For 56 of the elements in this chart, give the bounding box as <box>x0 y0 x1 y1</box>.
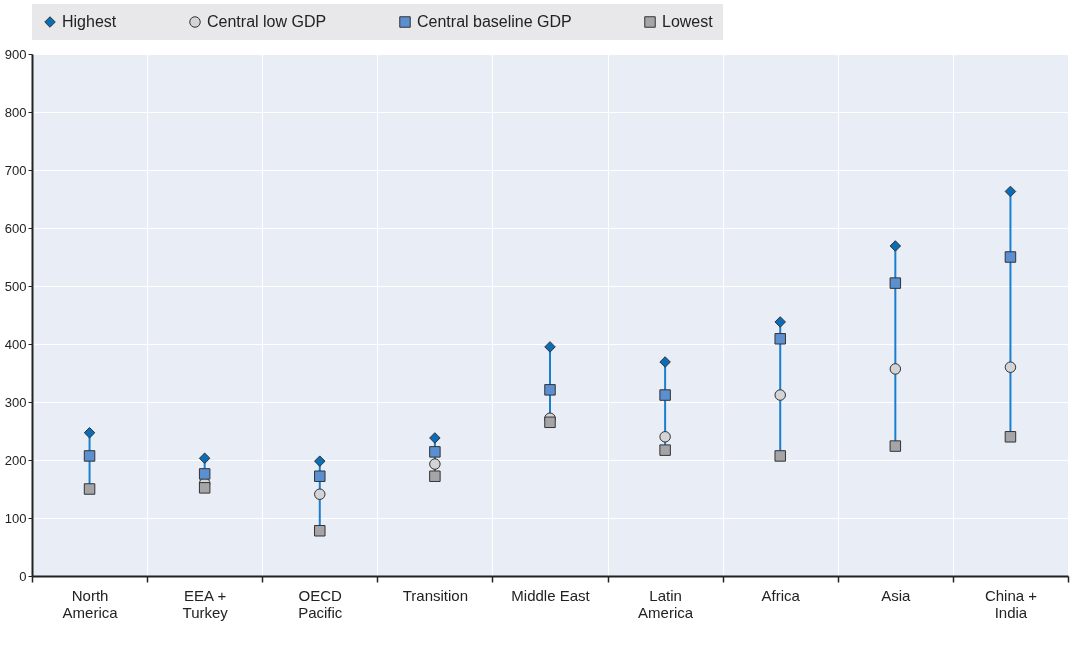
point <box>659 444 671 456</box>
x-tick-label: OECD Pacific <box>298 586 343 621</box>
x-tick-label: Latin America <box>638 586 694 621</box>
point <box>889 240 902 252</box>
y-tick-label: 400 <box>4 336 27 352</box>
point <box>429 470 441 482</box>
point <box>889 277 902 289</box>
point <box>659 389 671 401</box>
point <box>314 525 326 537</box>
point <box>83 427 96 439</box>
point <box>1004 361 1017 373</box>
x-tick-label: Africa <box>761 586 801 604</box>
point <box>83 450 96 462</box>
point <box>1004 251 1017 263</box>
point <box>198 452 211 464</box>
point <box>659 356 671 368</box>
point <box>198 482 211 494</box>
point <box>889 440 902 452</box>
point <box>659 431 671 443</box>
point <box>314 488 326 500</box>
y-tick-label: 500 <box>4 278 27 294</box>
x-tick-label: China + India <box>984 586 1038 621</box>
point <box>314 470 326 482</box>
point <box>429 432 441 444</box>
x-tick-label: EEA + Turkey <box>182 586 229 621</box>
point <box>1004 185 1017 198</box>
point <box>314 455 326 467</box>
legend-label: Lowest <box>662 13 714 30</box>
point <box>544 384 556 396</box>
point <box>429 458 441 470</box>
point <box>83 483 96 495</box>
y-tick-label: 100 <box>4 510 27 526</box>
x-tick-label: North America <box>62 586 119 621</box>
point <box>544 416 556 429</box>
x-tick-label: Asia <box>881 586 912 604</box>
x-tick-label: Middle East <box>511 586 591 604</box>
point <box>198 468 211 480</box>
point <box>774 389 786 401</box>
y-tick-label: 200 <box>4 452 27 468</box>
point <box>544 341 556 353</box>
x-tick-label: Transition <box>402 586 469 604</box>
y-tick-label: 300 <box>4 394 27 410</box>
point <box>774 333 786 345</box>
point <box>429 446 441 458</box>
point <box>774 316 786 328</box>
y-tick-label: 0 <box>19 568 27 584</box>
point <box>889 363 902 375</box>
y-tick-label: 700 <box>4 162 27 178</box>
point <box>1004 431 1017 443</box>
y-tick-label: 600 <box>4 220 27 236</box>
legend-label: Highest <box>62 13 117 30</box>
y-tick-label: 800 <box>4 104 27 120</box>
point <box>774 450 786 462</box>
legend-label: Central low GDP <box>207 13 327 30</box>
legend-label: Central baseline GDP <box>417 13 572 30</box>
y-tick-label: 900 <box>4 46 27 62</box>
